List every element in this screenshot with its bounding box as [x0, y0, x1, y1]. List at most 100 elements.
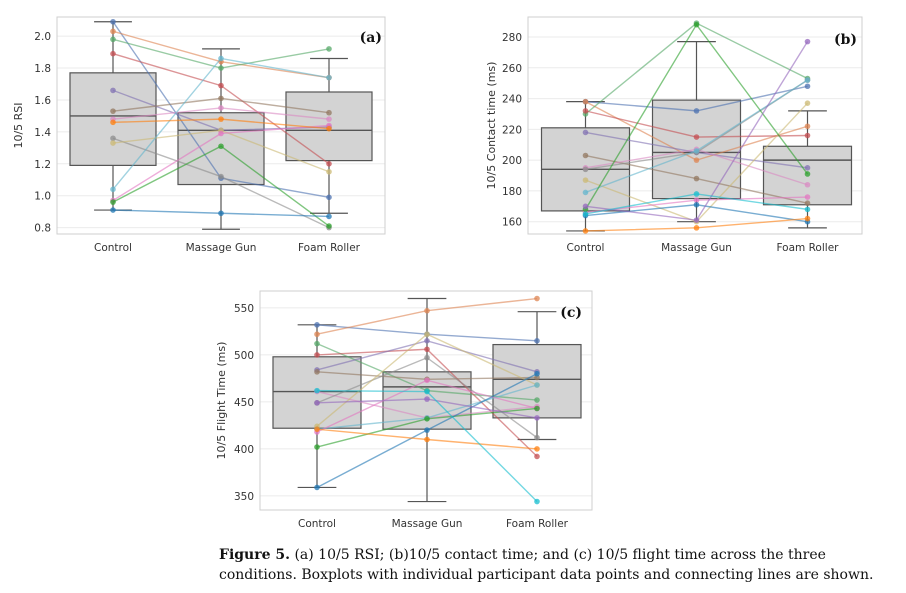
y-tick-label-2: 450 [234, 397, 254, 409]
plot-frame [259, 290, 593, 511]
participant-14 [314, 426, 540, 452]
y-tick-label-2: 1.2 [34, 159, 51, 171]
participant-point [110, 119, 116, 126]
y-axis-label: 10/5 Flight Time (ms) [215, 342, 228, 460]
participant-point [693, 175, 700, 182]
participant-3 [110, 36, 332, 71]
y-tick-label-4: 1.6 [34, 95, 51, 107]
participant-point [693, 134, 700, 140]
participant-point [314, 331, 320, 338]
participant-point [314, 322, 320, 328]
y-tick-label-1: 1.0 [34, 191, 51, 203]
participant-point [110, 108, 116, 114]
participant-point [218, 210, 224, 217]
participant-15 [582, 38, 811, 223]
participant-point [424, 396, 430, 402]
participant-point [582, 203, 589, 210]
participant-12 [110, 143, 332, 229]
participant-point [534, 498, 540, 505]
participant-point [804, 171, 811, 177]
participant-point [424, 416, 430, 422]
participant-point [314, 444, 320, 450]
participant-point [218, 143, 224, 150]
participant-13 [110, 207, 332, 220]
participant-point [534, 415, 540, 421]
panel-label: (a) [360, 30, 382, 46]
participant-2 [582, 98, 811, 163]
y-axis-label: 10/5 Contact time (ms) [485, 62, 498, 190]
participant-point [110, 28, 116, 35]
participant-point [582, 129, 589, 136]
box-2 [285, 57, 373, 214]
x-tick-label-0: Control [94, 242, 132, 254]
participant-point [804, 100, 811, 106]
y-tick-label-0: 0.8 [34, 223, 51, 235]
participant-point [326, 223, 332, 229]
participant-point [110, 186, 116, 193]
participant-point [804, 215, 811, 222]
participant-point [110, 50, 116, 57]
participant-point [326, 194, 332, 201]
participant-10 [110, 55, 332, 193]
participant-point [693, 157, 700, 163]
participant-point [693, 21, 700, 28]
participant-10 [582, 77, 811, 196]
participant-4 [582, 108, 811, 140]
participant-point [534, 370, 540, 377]
participant-point [804, 165, 811, 171]
participant-16 [314, 387, 540, 505]
participant-point [326, 116, 332, 122]
y-tick-label-4: 240 [502, 94, 522, 106]
participant-point [424, 338, 430, 344]
participant-point [582, 211, 589, 217]
participant-14 [110, 116, 332, 132]
y-tick-label-6: 2.0 [34, 31, 51, 43]
participant-point [582, 152, 589, 159]
participant-point [693, 148, 700, 154]
y-tick-label-1: 400 [234, 444, 254, 456]
x-tick-label-2: Foam Roller [298, 242, 361, 254]
y-tick-label-0: 160 [502, 217, 522, 229]
participant-point [110, 135, 116, 142]
y-tick-label-2: 200 [502, 155, 522, 167]
y-tick-label-5: 260 [502, 63, 522, 75]
participant-point [804, 194, 811, 200]
participant-point [326, 74, 332, 81]
participant-point [218, 173, 224, 180]
participant-point [804, 38, 811, 45]
participant-point [218, 116, 224, 122]
participant-point [326, 46, 332, 52]
participant-point [424, 307, 430, 314]
x-tick-label-0: Control [298, 518, 336, 530]
participant-point [534, 295, 540, 302]
figure-caption-label: Figure 5. [219, 547, 290, 563]
participant-13 [582, 201, 811, 225]
x-tick-label-2: Foam Roller [506, 518, 569, 530]
participant-point [424, 346, 430, 353]
participant-point [326, 160, 332, 167]
figure-caption-text: (a) 10/5 RSI; (b)10/5 contact time; and … [219, 547, 874, 583]
participant-point [804, 77, 811, 83]
participant-point [804, 200, 811, 207]
participant-point [804, 181, 811, 188]
participant-point [326, 109, 332, 116]
chart-panel-2: 160 180 200 220 240 260 280 Control Massage Gun F… [485, 16, 863, 254]
participant-2 [314, 295, 540, 338]
participant-point [424, 388, 430, 395]
y-tick-label-3: 1.4 [34, 127, 51, 139]
participant-point [314, 400, 320, 406]
participant-13 [314, 370, 540, 491]
participant-point [582, 177, 589, 183]
participant-point [314, 484, 320, 491]
participant-15 [314, 396, 540, 421]
participant-point [693, 217, 700, 223]
plot-frame [56, 16, 386, 235]
plot-frame [527, 16, 863, 235]
y-axis-label: 10/5 RSI [12, 102, 25, 148]
y-tick-label-6: 280 [502, 32, 522, 44]
participant-point [218, 95, 224, 102]
participant-point [326, 168, 332, 175]
x-tick-label-1: Massage Gun [392, 518, 463, 530]
box-1 [177, 48, 265, 230]
